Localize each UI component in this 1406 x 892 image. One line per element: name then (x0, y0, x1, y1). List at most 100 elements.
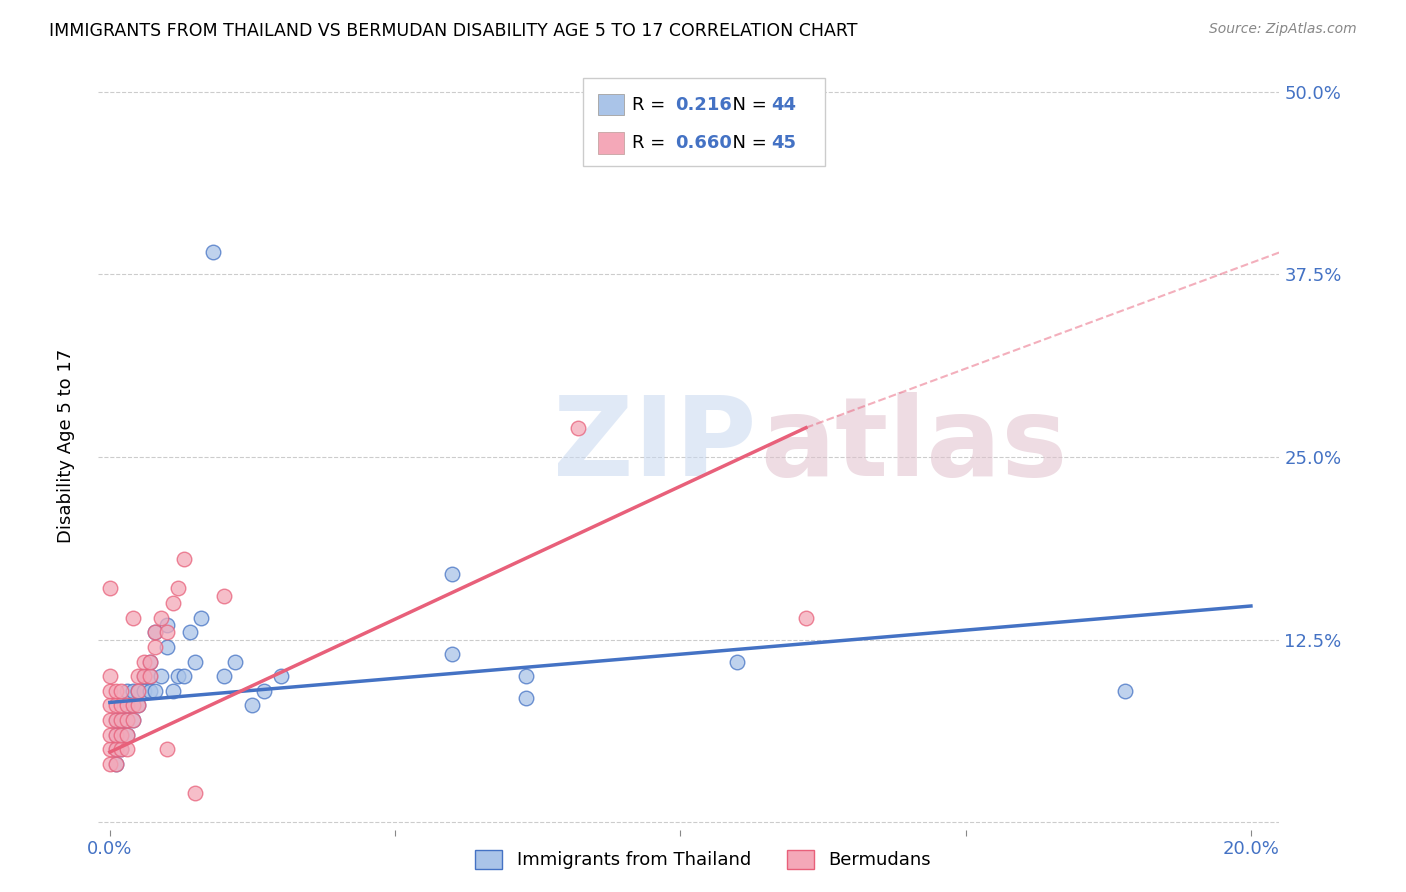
Point (1114, 683, 1136, 698)
Point (98, 582, 121, 596)
Point (156, 618, 179, 632)
Text: 44: 44 (772, 95, 797, 113)
Point (110, 742, 132, 756)
Point (145, 640, 167, 654)
Point (515, 669, 537, 683)
Text: R =: R = (633, 134, 671, 152)
Point (121, 610, 143, 624)
Point (121, 713, 143, 727)
Point (132, 655, 155, 669)
Point (201, 245, 224, 260)
Point (145, 683, 167, 698)
Point (162, 683, 184, 698)
Point (173, 669, 195, 683)
Point (110, 728, 132, 742)
Point (98, 728, 121, 742)
Point (104, 756, 127, 771)
Point (104, 713, 127, 727)
Point (98, 742, 121, 756)
Point (162, 596, 184, 610)
Point (127, 698, 149, 713)
Point (98, 669, 121, 683)
Point (98, 756, 121, 771)
Point (270, 669, 292, 683)
Point (115, 713, 138, 727)
Point (110, 713, 132, 727)
Point (110, 713, 132, 727)
Point (156, 625, 179, 640)
Point (150, 610, 173, 624)
Point (139, 655, 162, 669)
Point (145, 625, 167, 640)
Point (567, 421, 589, 435)
Point (139, 683, 162, 698)
Point (224, 655, 246, 669)
Point (98, 713, 121, 727)
Point (110, 683, 132, 698)
Point (110, 742, 132, 756)
Point (184, 786, 207, 800)
Text: 0.216: 0.216 (675, 95, 731, 113)
Point (115, 698, 138, 713)
Point (121, 683, 143, 698)
Point (156, 742, 179, 756)
Point (179, 625, 201, 640)
Point (184, 655, 207, 669)
Point (115, 728, 138, 742)
Text: 45: 45 (772, 134, 797, 152)
Point (121, 698, 143, 713)
Point (110, 698, 132, 713)
Point (441, 647, 464, 661)
Point (121, 698, 143, 713)
Point (794, 610, 817, 624)
Point (515, 691, 537, 706)
Point (104, 698, 127, 713)
Text: N =: N = (721, 134, 772, 152)
Point (132, 683, 155, 698)
Point (115, 683, 138, 698)
Point (115, 742, 138, 756)
Point (150, 669, 173, 683)
Point (104, 742, 127, 756)
Text: R =: R = (633, 95, 671, 113)
Text: atlas: atlas (759, 392, 1067, 500)
Point (242, 698, 264, 713)
Point (127, 698, 149, 713)
Point (253, 683, 276, 698)
Point (104, 728, 127, 742)
FancyBboxPatch shape (598, 94, 624, 115)
Point (132, 669, 155, 683)
Point (212, 669, 235, 683)
Point (110, 728, 132, 742)
Point (167, 669, 190, 683)
Point (104, 713, 127, 727)
Point (132, 669, 155, 683)
Y-axis label: Disability Age 5 to 17: Disability Age 5 to 17 (56, 349, 75, 543)
Point (104, 728, 127, 742)
Point (104, 683, 127, 698)
Point (121, 713, 143, 727)
Point (115, 713, 138, 727)
Point (127, 683, 149, 698)
Point (441, 566, 464, 581)
Point (212, 589, 235, 603)
Point (156, 640, 179, 654)
Point (98, 683, 121, 698)
Text: IMMIGRANTS FROM THAILAND VS BERMUDAN DISABILITY AGE 5 TO 17 CORRELATION CHART: IMMIGRANTS FROM THAILAND VS BERMUDAN DIS… (49, 22, 858, 40)
Point (104, 742, 127, 756)
Text: N =: N = (721, 95, 772, 113)
Text: 0.660: 0.660 (675, 134, 731, 152)
FancyBboxPatch shape (582, 78, 825, 166)
Point (127, 683, 149, 698)
Point (127, 669, 149, 683)
FancyBboxPatch shape (598, 132, 624, 153)
Point (173, 552, 195, 566)
Point (104, 756, 127, 771)
Point (139, 669, 162, 683)
Legend: Immigrants from Thailand, Bermudans: Immigrants from Thailand, Bermudans (465, 841, 941, 879)
Point (115, 698, 138, 713)
Text: ZIP: ZIP (553, 392, 756, 500)
Point (115, 728, 138, 742)
Point (145, 625, 167, 640)
Text: Source: ZipAtlas.com: Source: ZipAtlas.com (1209, 22, 1357, 37)
